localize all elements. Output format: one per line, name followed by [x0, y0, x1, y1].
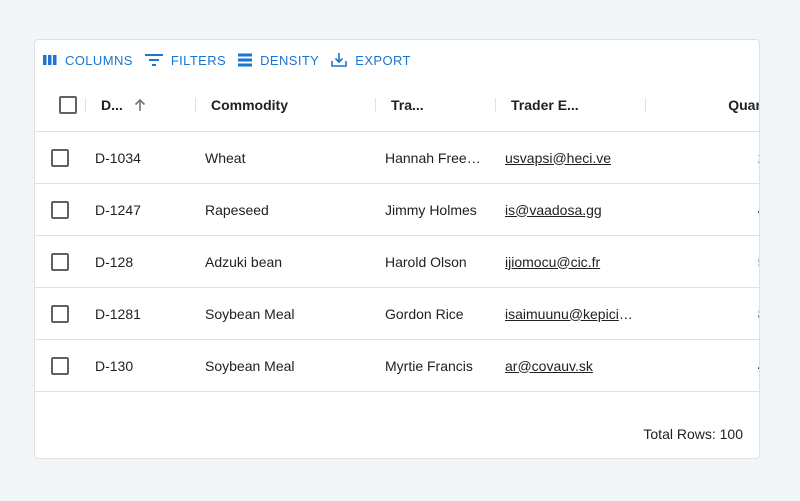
table-row[interactable]: D-1281 Soybean Meal Gordon Rice isaimuun… [35, 288, 759, 340]
table-row[interactable]: D-130 Soybean Meal Myrtie Francis ar@cov… [35, 340, 759, 392]
cell-desk: D-128 [95, 253, 134, 270]
export-label: EXPORT [355, 52, 411, 68]
cell-trader-name: Harold Olson [385, 253, 467, 270]
column-header-label: D... [101, 97, 123, 113]
density-label: DENSITY [260, 52, 320, 68]
arrow-up-icon[interactable] [133, 98, 147, 112]
select-all-checkbox[interactable] [59, 96, 77, 114]
columns-icon [43, 55, 57, 65]
column-header-label: Quantity [728, 97, 759, 113]
cell-commodity: Adzuki bean [205, 253, 283, 270]
cell-commodity: Soybean Meal [205, 305, 295, 322]
cell-trader-email: ijiomocu@cic.fr [495, 254, 645, 270]
select-cell [35, 200, 85, 219]
email-link[interactable]: ar@covauv.sk [505, 357, 593, 374]
column-header-label: Commodity [211, 97, 288, 113]
table-row[interactable]: D-1247 Rapeseed Jimmy Holmes is@vaadosa.… [35, 184, 759, 236]
cell-commodity: Rapeseed [205, 201, 269, 218]
grid-toolbar: COLUMNS FILTERS DENSITY EXPORT [43, 50, 423, 70]
cell-trader-email: is@vaadosa.gg [495, 202, 645, 218]
select-cell [35, 148, 85, 167]
cell-quantity: 51,6 [645, 254, 759, 270]
row-checkbox[interactable] [51, 356, 69, 375]
total-rows: Total Rows: 100 [643, 426, 743, 442]
column-header-desk[interactable]: D... [85, 97, 195, 113]
cell-commodity: Wheat [205, 149, 246, 166]
filters-button[interactable]: FILTERS [144, 52, 227, 68]
row-checkbox[interactable] [51, 304, 69, 323]
export-button[interactable]: EXPORT [331, 52, 411, 68]
email-link[interactable]: usvapsi@heci.ve [505, 149, 612, 166]
column-separator[interactable] [495, 98, 496, 112]
email-link[interactable]: isaimuunu@kepici.… [505, 305, 637, 322]
cell-trader-name: Myrtie Francis [385, 357, 473, 374]
column-header-trader-email[interactable]: Trader E... [495, 97, 645, 113]
row-checkbox[interactable] [51, 252, 69, 271]
select-cell [35, 252, 85, 271]
filters-label: FILTERS [170, 52, 227, 68]
select-cell [35, 304, 85, 323]
cell-quantity: 42,9 [645, 358, 759, 374]
cell-trader-name: Jimmy Holmes [385, 201, 477, 218]
email-link[interactable]: is@vaadosa.gg [505, 201, 602, 218]
table-row[interactable]: D-128 Adzuki bean Harold Olson ijiomocu@… [35, 236, 759, 288]
cell-quantity: 29,6 [645, 150, 759, 166]
column-separator[interactable] [195, 98, 196, 112]
column-separator[interactable] [375, 98, 376, 112]
download-icon [331, 53, 348, 67]
grid-table: D... Commodity Tra... Trader E... Quanti… [35, 79, 759, 392]
cell-trader-email: ar@covauv.sk [495, 358, 645, 374]
columns-label: COLUMNS [65, 52, 133, 68]
column-header-label: Trader E... [511, 97, 579, 113]
columns-button[interactable]: COLUMNS [43, 53, 133, 68]
cell-trader-email: isaimuunu@kepici.… [495, 306, 645, 322]
select-all-cell [35, 96, 85, 114]
column-separator[interactable] [645, 98, 646, 112]
select-cell [35, 356, 85, 375]
cell-trader-email: usvapsi@heci.ve [495, 150, 645, 166]
header-row: D... Commodity Tra... Trader E... Quanti… [35, 79, 759, 132]
cell-desk: D-1281 [95, 305, 141, 322]
cell-commodity: Soybean Meal [205, 357, 295, 374]
cell-desk: D-130 [95, 357, 134, 374]
cell-desk: D-1034 [95, 149, 141, 166]
cell-trader-name: Hannah Freeman [385, 149, 494, 166]
row-checkbox[interactable] [51, 148, 69, 167]
email-link[interactable]: ijiomocu@cic.fr [505, 253, 601, 270]
column-header-label: Tra... [391, 97, 424, 113]
filter-icon [144, 54, 163, 66]
cell-quantity: 85,5 [645, 306, 759, 322]
density-button[interactable]: DENSITY [238, 53, 319, 68]
cell-trader-name: Gordon Rice [385, 305, 464, 322]
column-header-trader-name[interactable]: Tra... [375, 97, 495, 113]
density-icon [238, 53, 253, 67]
table-row[interactable]: D-1034 Wheat Hannah Freeman usvapsi@heci… [35, 132, 759, 184]
cell-quantity: 41,9 [645, 202, 759, 218]
row-checkbox[interactable] [51, 200, 69, 219]
column-header-quantity[interactable]: Quantity [645, 97, 759, 113]
column-header-commodity[interactable]: Commodity [195, 97, 375, 113]
data-grid: COLUMNS FILTERS DENSITY EXPORT D... Comm… [34, 39, 760, 459]
column-separator[interactable] [85, 98, 86, 112]
cell-desk: D-1247 [95, 201, 141, 218]
